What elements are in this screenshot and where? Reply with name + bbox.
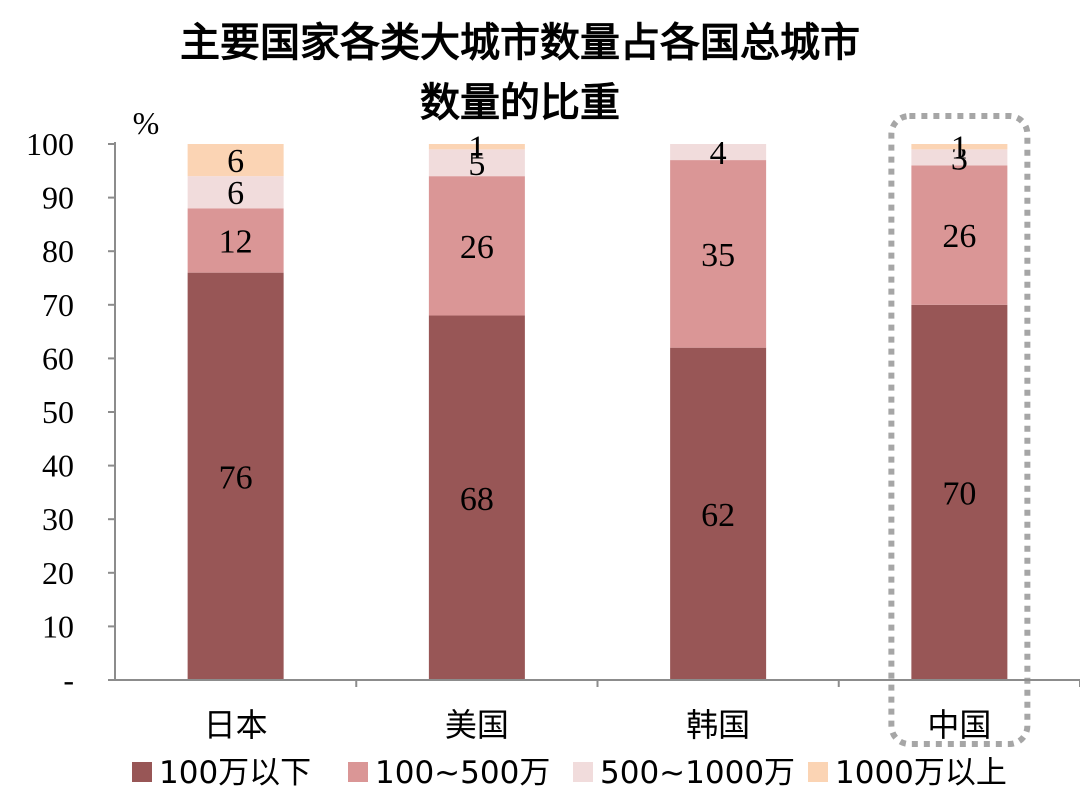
legend-label: 500~1000万 [600, 755, 795, 791]
y-tick-label: 100 [26, 126, 74, 162]
data-label: 68 [460, 481, 494, 518]
bar-segment [187, 144, 284, 177]
bar-segment [428, 149, 525, 177]
y-tick-label: 80 [42, 233, 74, 269]
legend-swatch [808, 762, 828, 782]
data-label: 26 [942, 218, 976, 255]
bar-segment [670, 144, 767, 161]
y-tick-label: 10 [42, 608, 74, 644]
bar-segment [428, 315, 525, 680]
chart-title: 主要国家各类大城市数量占各国总城市 数量的比重 [180, 20, 860, 126]
y-tick-label: 70 [42, 287, 74, 323]
data-label: 4 [710, 135, 727, 172]
bar-segment [187, 272, 284, 680]
legend-swatch [348, 762, 368, 782]
bar-segment [670, 160, 767, 348]
y-tick-label: - [63, 662, 74, 698]
y-tick-label: 30 [42, 501, 74, 537]
legend-label: 100~500万 [375, 755, 550, 791]
legend-label: 100万以下 [159, 755, 311, 791]
data-label: 26 [460, 229, 494, 266]
x-category-label: 中国 [927, 706, 991, 744]
y-tick-label: 90 [42, 180, 74, 216]
y-tick-label: 40 [42, 448, 74, 484]
data-label: 62 [701, 497, 735, 534]
bar-segment [187, 208, 284, 273]
chart-title-line-2: 数量的比重 [420, 80, 620, 126]
data-label: 70 [942, 475, 976, 512]
legend: 100万以下 100~500万 500~1000万 1000万以上 [132, 755, 1007, 791]
bar-segment [428, 176, 525, 316]
data-label: 5 [468, 146, 485, 183]
bar-segment [911, 304, 1008, 680]
data-label: 1 [951, 130, 968, 167]
legend-swatch [132, 762, 152, 782]
x-category-label: 韩国 [686, 706, 750, 744]
chart-title-line-1: 主要国家各类大城市数量占各国总城市 [180, 20, 860, 66]
x-axis-labels: 日本 美国 韩国 中国 [204, 706, 992, 744]
data-label: 76 [219, 459, 253, 496]
y-tick-label: 50 [42, 394, 74, 430]
legend-label: 1000万以上 [835, 755, 1007, 791]
y-tick-label: 60 [42, 340, 74, 376]
data-label: 3 [951, 140, 968, 177]
bar-segment [911, 165, 1008, 305]
data-label: 1 [468, 130, 485, 167]
data-label: 35 [701, 237, 735, 274]
y-axis-unit-label: % [133, 105, 160, 141]
x-category-label: 日本 [204, 706, 268, 744]
y-axis-ticks: - 10 20 30 40 50 60 70 80 90 100 [26, 126, 115, 698]
bar-segment [911, 144, 1008, 150]
bar-segment [428, 144, 525, 150]
data-label: 12 [219, 223, 253, 260]
highlight-rect [888, 113, 1031, 747]
bar-segment [911, 149, 1008, 166]
bar-segment [187, 176, 284, 209]
highlight-box [888, 113, 1031, 747]
x-category-label: 美国 [445, 706, 509, 744]
data-label: 6 [227, 143, 244, 180]
data-label: 6 [227, 175, 244, 212]
y-tick-label: 20 [42, 555, 74, 591]
bar-segment [670, 347, 767, 680]
legend-swatch [573, 762, 593, 782]
